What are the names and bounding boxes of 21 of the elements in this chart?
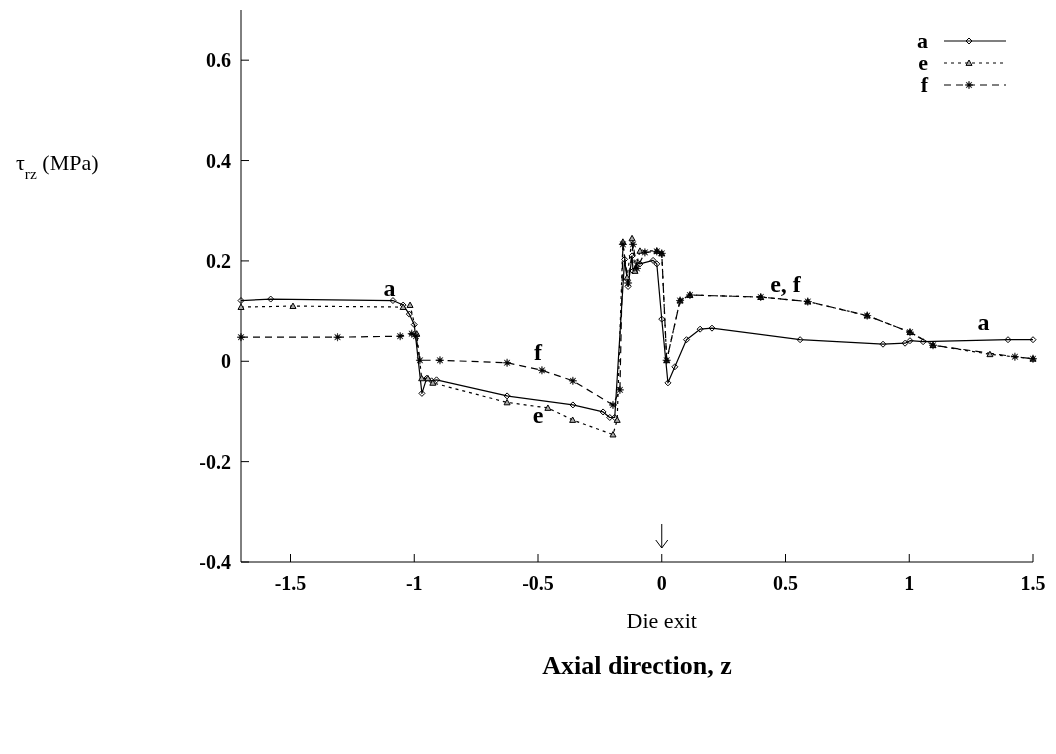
y-tick-label: 0.4 — [206, 149, 231, 172]
x-tick-label: 0.5 — [773, 572, 798, 595]
y-tick-label: 0 — [221, 350, 231, 373]
y-tick-label: -0.4 — [199, 551, 231, 574]
x-tick-label: 1.5 — [1020, 572, 1046, 595]
x-tick-label: -1.5 — [274, 572, 307, 595]
y-axis-title: τ$_{rz}$ (MPa) — [16, 150, 99, 182]
x-tick-label: 1 — [904, 572, 915, 595]
x-tick-label: -0.5 — [522, 572, 554, 595]
y-tick-label: -0.2 — [199, 450, 231, 473]
annotation: f — [534, 338, 543, 365]
annotation: a — [383, 275, 396, 302]
x-axis-title: Axial direction, z — [542, 651, 732, 680]
y-tick-label: 0.6 — [206, 49, 231, 72]
y-tick-label: 0.2 — [206, 250, 231, 273]
annotation: a — [977, 308, 990, 335]
annotation: e — [532, 402, 544, 429]
text: Die exit — [626, 607, 697, 633]
x-tick-label: 0 — [656, 572, 667, 595]
x-tick-label: -1 — [405, 572, 423, 595]
annotation: e, f — [770, 271, 802, 298]
